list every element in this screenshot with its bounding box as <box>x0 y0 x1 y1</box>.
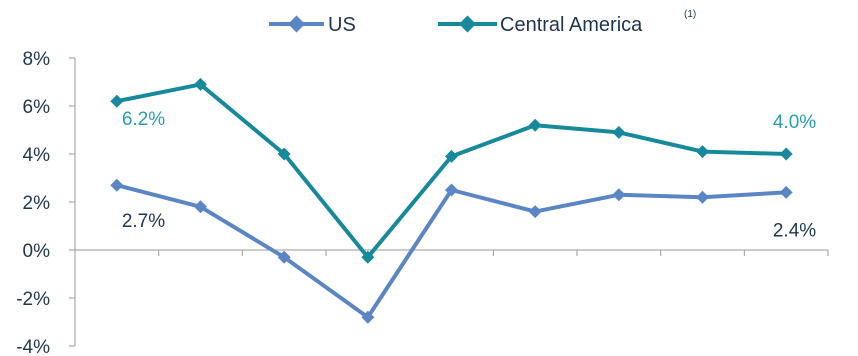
legend-label-us: US <box>328 14 356 36</box>
data-label: 6.2% <box>122 109 165 130</box>
data-point-us <box>528 205 542 219</box>
data-label: 2.7% <box>122 211 165 232</box>
y-tick-label: -4% <box>16 337 50 356</box>
y-tick-label: 8% <box>23 49 51 70</box>
y-tick-label: 0% <box>23 241 51 262</box>
data-point-central-america <box>612 125 626 139</box>
data-point-central-america <box>779 147 793 161</box>
y-tick-label: 4% <box>23 145 51 166</box>
data-point-us <box>110 178 124 192</box>
axes: -4% -2% 0% 2% 4% 6% 8% <box>16 49 829 356</box>
legend-item-us: US <box>269 14 356 36</box>
legend: US Central America (1) <box>269 9 696 36</box>
data-point-central-america <box>696 145 709 159</box>
data-point-central-america <box>110 94 124 108</box>
data-point-us <box>194 200 207 214</box>
data-point-central-america <box>194 77 207 91</box>
data-point-us <box>361 310 375 324</box>
y-tick-label: -2% <box>16 289 50 310</box>
y-tick-label: 6% <box>23 97 51 118</box>
legend-label-central-america: Central America <box>500 14 643 36</box>
legend-footnote-marker: (1) <box>684 9 696 20</box>
series-line-us <box>116 183 787 320</box>
data-label: 4.0% <box>773 112 816 133</box>
data-label: 2.4% <box>773 220 816 241</box>
data-point-us <box>445 183 458 197</box>
data-point-central-america <box>528 118 542 132</box>
y-tick-label: 2% <box>23 193 51 214</box>
data-point-us <box>612 188 626 202</box>
data-point-us <box>696 190 709 204</box>
data-point-central-america <box>445 149 458 163</box>
legend-marker-us <box>288 15 305 33</box>
series-line-central-america <box>116 82 787 260</box>
data-point-central-america <box>361 250 375 264</box>
data-point-central-america <box>277 147 291 161</box>
legend-marker-central-america <box>459 15 476 33</box>
legend-item-central-america: Central America (1) <box>438 9 696 36</box>
data-point-us <box>277 250 291 264</box>
data-point-us <box>779 185 793 199</box>
